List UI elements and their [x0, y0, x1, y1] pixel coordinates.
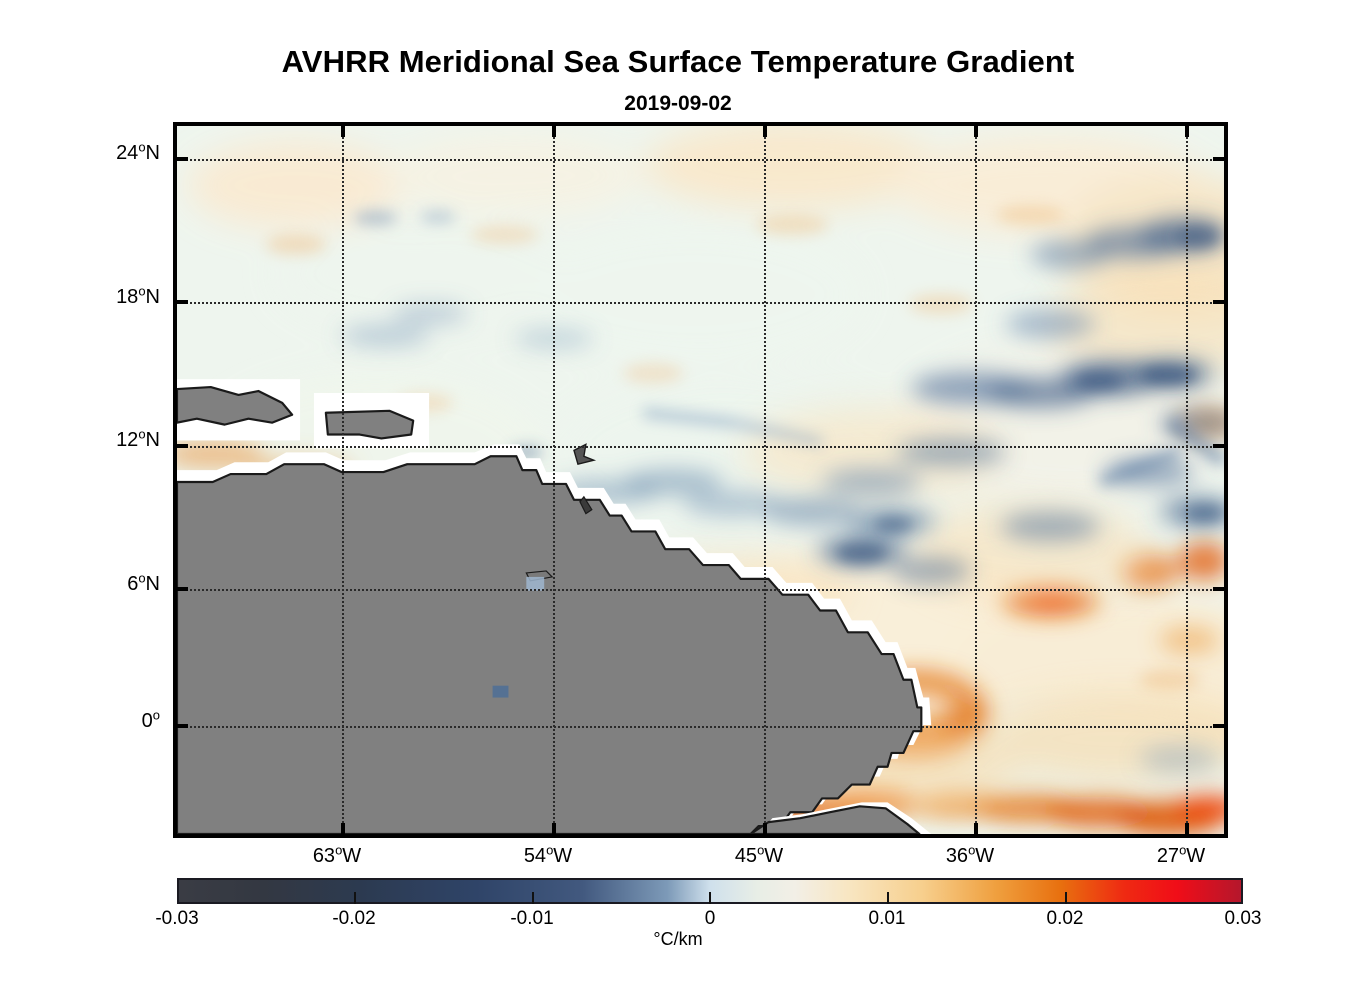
colorbar-label-0.01: 0.01	[868, 908, 906, 929]
ytick-right-18n	[1213, 300, 1224, 304]
gridline-lon-27w	[1186, 126, 1188, 834]
xtick-top-54w	[552, 126, 556, 137]
gridline-lat-12n	[177, 446, 1224, 448]
figure-title: AVHRR Meridional Sea Surface Temperature…	[281, 44, 1075, 79]
ytick-0	[177, 724, 188, 728]
xtick-top-45w	[763, 126, 767, 137]
xtick-label-45w: 45oW	[734, 842, 784, 867]
ytick-label-0: 0o	[141, 707, 160, 732]
map-axes	[173, 122, 1228, 838]
ytick-18n	[177, 300, 188, 304]
xtick-top-27w	[1185, 126, 1189, 137]
ytick-right-6n	[1213, 587, 1224, 591]
gridline-lat-0	[177, 726, 1224, 728]
colorbar-label-0.02: 0.02	[1046, 908, 1084, 929]
ytick-right-24n	[1213, 157, 1224, 161]
xtick-54w	[552, 823, 556, 834]
gridline-lat-18n	[177, 302, 1224, 304]
colorbar-label-0: 0	[704, 908, 716, 929]
xtick-label-36w: 36oW	[945, 842, 995, 867]
xtick-27w	[1185, 823, 1189, 834]
xtick-label-63w: 63oW	[312, 842, 362, 867]
colorbar-tick-0.02	[1065, 892, 1067, 904]
xtick-top-36w	[974, 126, 978, 137]
ytick-6n	[177, 587, 188, 591]
colorbar[interactable]	[177, 878, 1243, 904]
ytick-right-12n	[1213, 444, 1224, 448]
figure-subtitle: 2019-09-02	[624, 92, 732, 115]
xtick-36w	[974, 823, 978, 834]
xtick-63w	[341, 823, 345, 834]
xtick-45w	[763, 823, 767, 834]
colorbar-tick-0.01	[887, 892, 889, 904]
xtick-top-63w	[341, 126, 345, 137]
gridline-lon-45w	[764, 126, 766, 834]
colorbar-label-0.03: 0.03	[1224, 908, 1262, 929]
ytick-12n	[177, 444, 188, 448]
colorbar-label--0.02: -0.02	[332, 908, 376, 929]
gridline-lon-54w	[553, 126, 555, 834]
colorbar-tick-0	[709, 892, 711, 904]
ytick-label-18n: 18oN	[116, 283, 160, 308]
colorbar-tick--0.01	[532, 892, 534, 904]
ytick-right-0	[1213, 724, 1224, 728]
ytick-24n	[177, 157, 188, 161]
ytick-label-6n: 6oN	[127, 570, 160, 595]
gridline-lon-63w	[342, 126, 344, 834]
colorbar-label--0.03: -0.03	[155, 908, 199, 929]
colorbar-unit-label: °C/km	[653, 929, 703, 949]
gridline-lat-24n	[177, 159, 1224, 161]
ytick-label-12n: 12oN	[116, 426, 160, 451]
xtick-label-54w: 54oW	[523, 842, 573, 867]
gridline-lon-36w	[975, 126, 977, 834]
gridline-lat-6n	[177, 589, 1224, 591]
colorbar-label--0.01: -0.01	[510, 908, 554, 929]
colorbar-tick--0.02	[354, 892, 356, 904]
xtick-label-27w: 27oW	[1156, 842, 1206, 867]
ytick-label-24n: 24oN	[116, 139, 160, 164]
